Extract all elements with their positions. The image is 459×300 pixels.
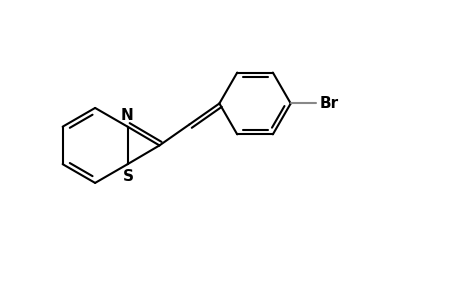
- Text: Br: Br: [319, 96, 338, 111]
- Text: N: N: [120, 108, 133, 123]
- Text: S: S: [123, 169, 134, 184]
